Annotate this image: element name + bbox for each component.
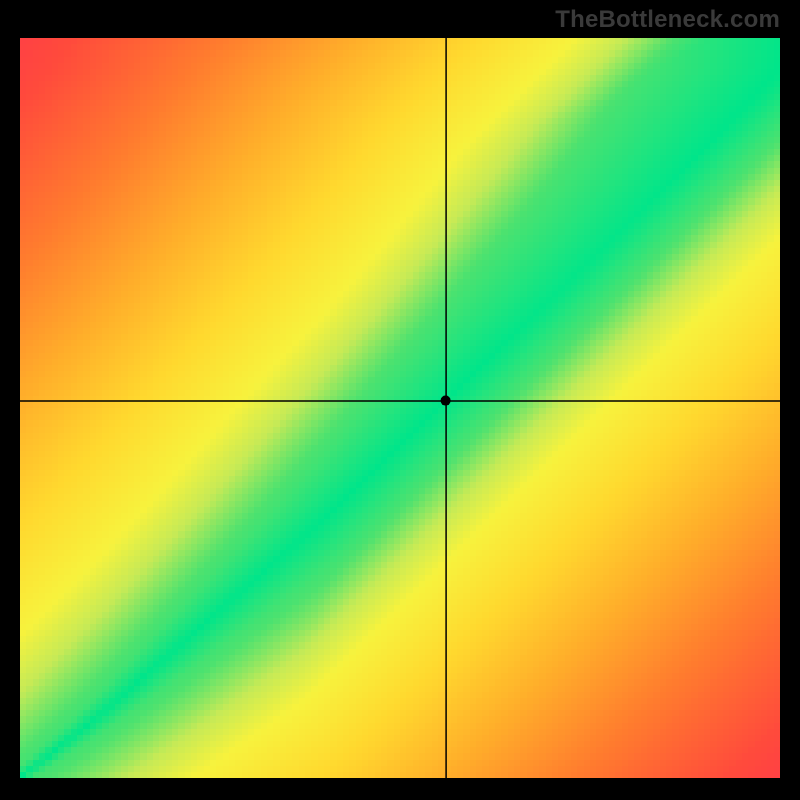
chart-frame: TheBottleneck.com: [0, 0, 800, 800]
heatmap-canvas: [20, 38, 780, 778]
watermark-text: TheBottleneck.com: [555, 6, 780, 34]
heatmap-plot-area: [20, 38, 780, 778]
